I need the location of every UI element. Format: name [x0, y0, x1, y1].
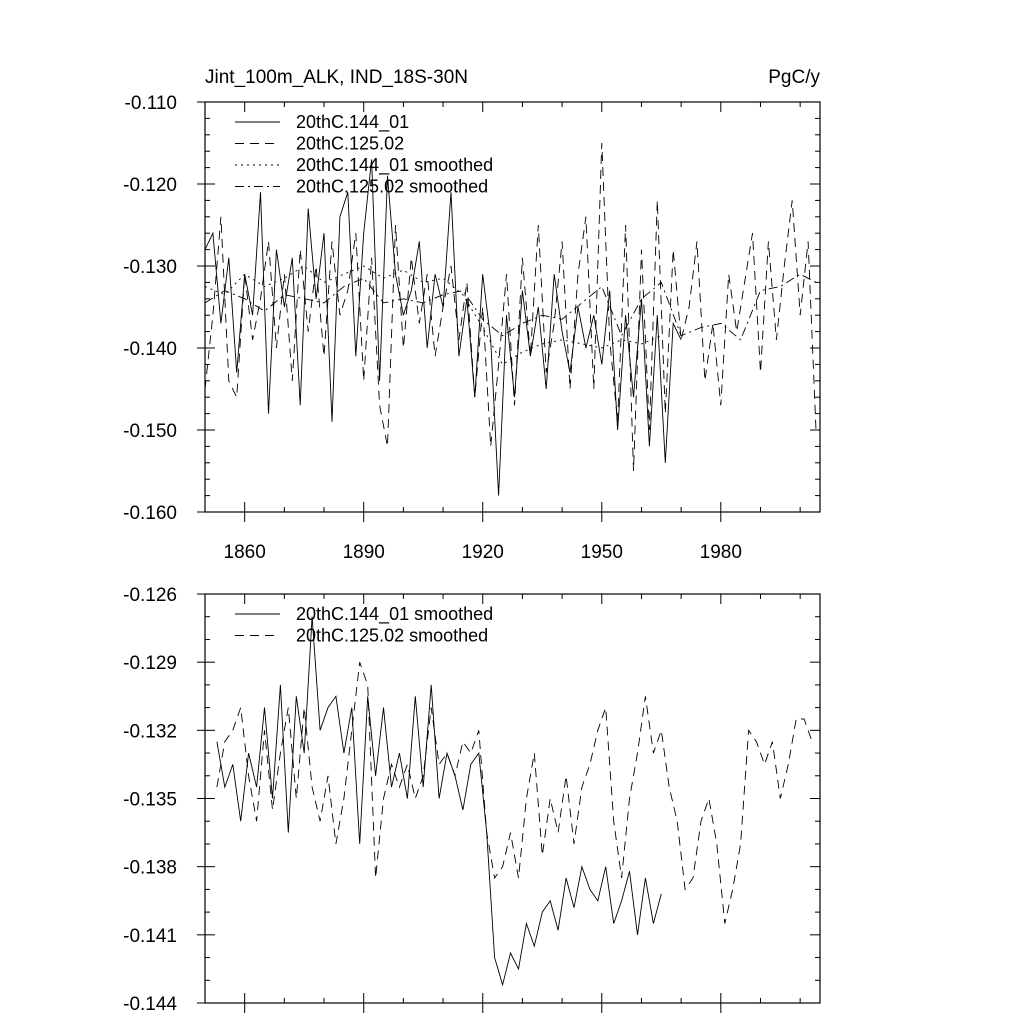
- y-tick-label: -0.129: [123, 653, 177, 674]
- y-tick-label: -0.144: [123, 994, 177, 1015]
- x-tick-label: 1890: [343, 542, 385, 563]
- series-line-20thc-125-02-smoothed: [216, 662, 813, 924]
- y-tick-label: -0.138: [123, 858, 177, 879]
- series-line-20thc-144-01: [204, 159, 682, 496]
- y-tick-label: -0.135: [123, 790, 177, 811]
- y-tick-label: -0.110: [125, 93, 177, 114]
- x-tick-label: 1860: [224, 542, 266, 563]
- y-tick-label: -0.140: [123, 339, 177, 360]
- legend-label: 20thC.125.02 smoothed: [296, 626, 488, 646]
- y-tick-label: -0.132: [123, 721, 177, 742]
- series-line-20thc-144-01-smoothed: [216, 616, 662, 987]
- chart-title: Jint_100m_ALK, IND_18S-30N: [205, 67, 468, 88]
- top-panel: 1860 1890 1920 1950 1980 -0.110 -0.120 -0.130 -0…: [123, 67, 821, 563]
- legend-label: 20thC.144_01 smoothed: [296, 155, 493, 176]
- chart-units: PgC/y: [768, 67, 820, 88]
- x-tick-label: 1920: [462, 542, 504, 563]
- legend-label: 20thC.125.02 smoothed: [296, 177, 488, 197]
- plot-frame: [204, 593, 821, 1004]
- y-tick-label: -0.150: [123, 421, 177, 442]
- legend-label: 20thC.144_01 smoothed: [296, 604, 493, 625]
- y-tick-label: -0.130: [123, 257, 177, 278]
- y-tick-label: -0.141: [123, 926, 177, 947]
- x-tick-label: 1950: [581, 542, 623, 563]
- y-tick-label: -0.160: [123, 503, 177, 524]
- legend-label: 20thC.125.02: [296, 134, 404, 154]
- y-tick-label: -0.120: [123, 175, 177, 196]
- series-line-20thc-125-02: [204, 142, 817, 472]
- series-line-20thc-125-02-smoothed: [204, 273, 817, 341]
- x-tick-label: 1980: [700, 542, 742, 563]
- legend-label: 20thC.144_01: [296, 112, 409, 133]
- plot-frame: [204, 101, 821, 513]
- bottom-panel: -0.126 -0.129 -0.132 -0.135 -0.138 -0.141 -0.1…: [123, 585, 821, 1015]
- y-tick-label: -0.126: [123, 585, 177, 606]
- series-line-20thc-144-01-smoothed: [204, 265, 662, 366]
